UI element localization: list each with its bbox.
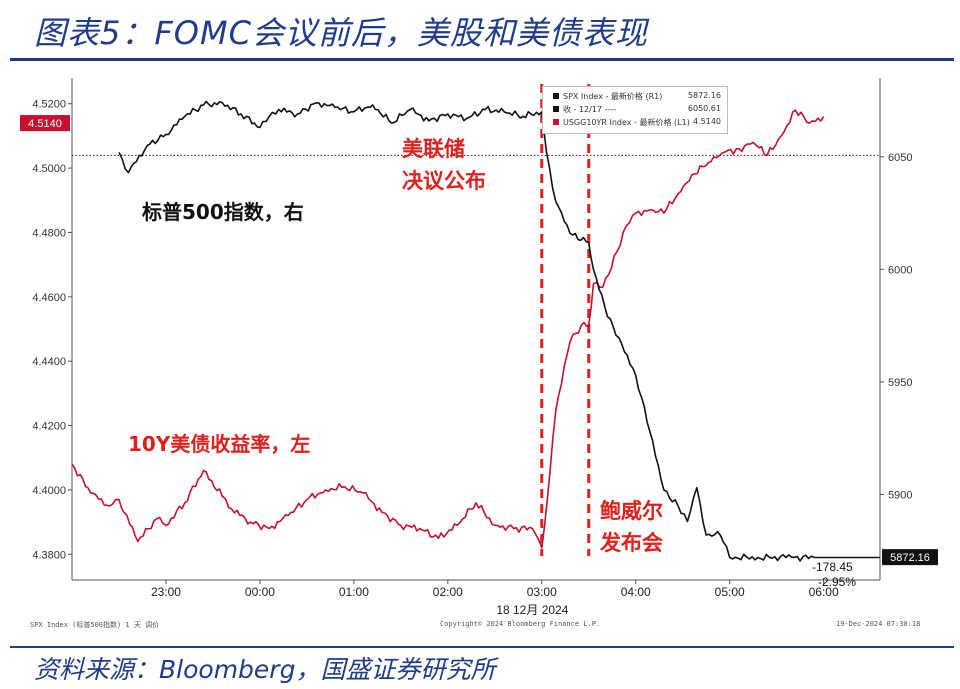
fed-decision-line-1: 美联储 <box>402 137 465 161</box>
x-tick-label: 06:00 <box>809 585 839 599</box>
fed-decision-line-2: 决议公布 <box>402 169 486 193</box>
title-divider <box>10 58 954 61</box>
right-tick-label: 6050 <box>888 152 912 164</box>
footer-center: Copyright© 2024 Bloomberg Finance L.P. <box>440 620 601 628</box>
legend-label-yield: USGG10YR Index - 最新价格 (L1) <box>563 118 690 127</box>
right-last-value-tag-bg <box>882 549 938 566</box>
source-note: 资料来源：Bloomberg，国盛证券研究所 <box>34 655 496 684</box>
left-tick-label: 4.4400 <box>32 356 66 368</box>
right-last-value-tag: 5872.16 <box>890 552 930 564</box>
left-last-value-tag: 4.5140 <box>28 118 62 130</box>
left-tick-label: 4.4200 <box>32 421 66 433</box>
x-tick-label: 00:00 <box>245 585 275 599</box>
left-tick-label: 4.5200 <box>32 99 66 111</box>
left-tick-label: 4.4800 <box>32 227 66 239</box>
legend-swatch-yield <box>553 119 559 125</box>
x-tick-label: 05:00 <box>715 585 745 599</box>
legend-item-prev-close: 收 - 12/17 ---- 6050.61 <box>553 104 721 116</box>
right-tick-label: 6000 <box>888 264 912 276</box>
powell-presser-label: 鲍威尔 发布会 <box>600 495 663 559</box>
legend-value-spx: 5872.16 <box>687 91 721 100</box>
left-tick-label: 4.3800 <box>32 549 66 561</box>
left-tick-label: 4.4000 <box>32 485 66 497</box>
chart-legend: SPX Index - 最新价格 (R1) 5872.16 收 - 12/17 … <box>542 86 728 134</box>
legend-swatch-prev-close <box>553 106 559 112</box>
right-tick-label: 5900 <box>888 489 912 501</box>
left-tick-label: 4.4600 <box>32 292 66 304</box>
spx-series-label: 标普500指数，右 <box>142 200 304 224</box>
source-divider <box>10 646 954 648</box>
footer-right: 19-Dec-2024 07:30:18 <box>836 620 921 628</box>
right-tick-label: 5950 <box>888 377 912 389</box>
page-title: 图表5：FOMC会议前后，美股和美债表现 <box>34 14 648 52</box>
yield-series-line <box>71 109 825 549</box>
legend-value-prev-close: 6050.61 <box>687 104 721 113</box>
legend-label-spx: SPX Index - 最新价格 (R1) <box>563 92 663 101</box>
footer-left: SPX Index (标普500指数) 1 天 调价 <box>30 621 160 629</box>
legend-swatch-spx <box>553 93 559 99</box>
fed-decision-label: 美联储 决议公布 <box>402 133 486 197</box>
legend-value-yield: 4.5140 <box>693 117 721 126</box>
x-tick-label: 04:00 <box>621 585 651 599</box>
x-tick-label: 02:00 <box>433 585 463 599</box>
powell-presser-line-1: 鲍威尔 <box>600 499 663 523</box>
legend-item-spx: SPX Index - 最新价格 (R1) 5872.16 <box>553 91 721 103</box>
x-date-label: 18 12月 2024 <box>496 603 568 617</box>
change-abs-label: -178.45 <box>812 560 853 574</box>
x-tick-label: 03:00 <box>527 585 557 599</box>
left-last-value-tag-bg <box>20 115 70 132</box>
powell-presser-line-2: 发布会 <box>600 531 663 555</box>
x-tick-label: 01:00 <box>339 585 369 599</box>
left-tick-label: 4.5000 <box>32 163 66 175</box>
x-tick-label: 23:00 <box>151 585 181 599</box>
legend-label-prev-close: 收 - 12/17 ---- <box>563 105 617 114</box>
legend-item-yield: USGG10YR Index - 最新价格 (L1) 4.5140 <box>553 117 721 129</box>
yield-series-label: 10Y美债收益率，左 <box>128 432 311 456</box>
change-pct-label: -2.95% <box>818 575 856 589</box>
spx-series-line <box>118 100 815 562</box>
